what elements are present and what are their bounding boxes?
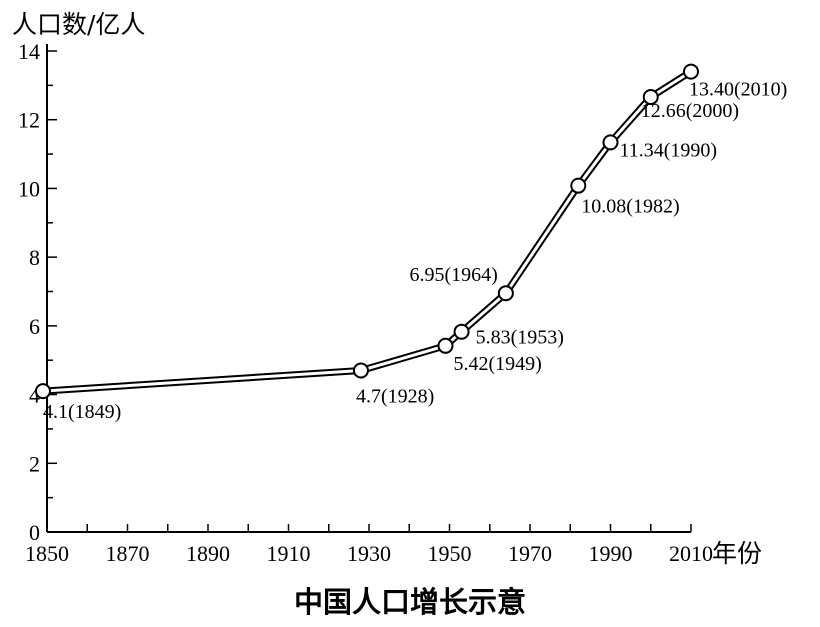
chart-title: 中国人口增长示意	[294, 585, 526, 619]
x-tick-label: 1950	[428, 541, 472, 566]
data-point	[352, 362, 369, 379]
y-tick-label: 14	[18, 39, 40, 64]
y-tick-label: 0	[29, 520, 40, 545]
point-labels: 4.1(1849) 4.7(1928) 5.42(1949) 5.83(1953) 6.…	[43, 79, 787, 424]
x-axis-unit-label: 年份	[712, 539, 762, 568]
y-tick-label: 6	[29, 314, 40, 339]
x-tick-label: 1970	[508, 541, 552, 566]
data-label: 11.34(1990)	[620, 139, 718, 161]
x-tick-label: 1870	[106, 541, 150, 566]
y-tick-label: 10	[18, 176, 40, 201]
data-point	[642, 89, 659, 106]
data-label: 5.83(1953)	[476, 327, 564, 349]
data-label: 13.40(2010)	[689, 79, 787, 101]
data-label: 6.95(1964)	[410, 264, 498, 286]
data-point	[570, 177, 587, 194]
data-point	[437, 337, 454, 354]
markers	[34, 63, 699, 400]
data-label: 5.42(1949)	[453, 353, 541, 375]
data-label: 12.66(2000)	[641, 100, 739, 122]
data-point	[497, 285, 514, 302]
series-line	[42, 68, 693, 395]
x-tick-label: 1890	[186, 541, 230, 566]
x-tick-label: 2010	[669, 541, 713, 566]
y-tick-label: 8	[29, 245, 40, 270]
x-tick-label: 1930	[347, 541, 391, 566]
data-point	[683, 63, 699, 80]
data-label: 4.7(1928)	[356, 386, 434, 408]
y-tick-label: 12	[18, 108, 40, 133]
data-point	[34, 383, 51, 400]
x-tick-label: 1990	[589, 541, 633, 566]
x-tick-label: 1910	[267, 541, 311, 566]
axes: 0 2 4 6 8 10 12 14 1850 1870 1890 1910 1930 1950 1970 1…	[18, 39, 713, 566]
series-line-outer	[42, 68, 693, 395]
data-point	[602, 134, 619, 151]
series-line-inner	[42, 70, 692, 393]
y-tick-label: 4	[29, 383, 40, 408]
y-tick-label: 2	[29, 451, 40, 476]
data-label: 4.1(1849)	[43, 401, 121, 423]
y-axis-unit-label: 人口数/亿人	[12, 10, 145, 39]
data-label: 10.08(1982)	[581, 196, 679, 218]
data-point	[453, 323, 470, 340]
x-tick-label: 1850	[25, 541, 69, 566]
